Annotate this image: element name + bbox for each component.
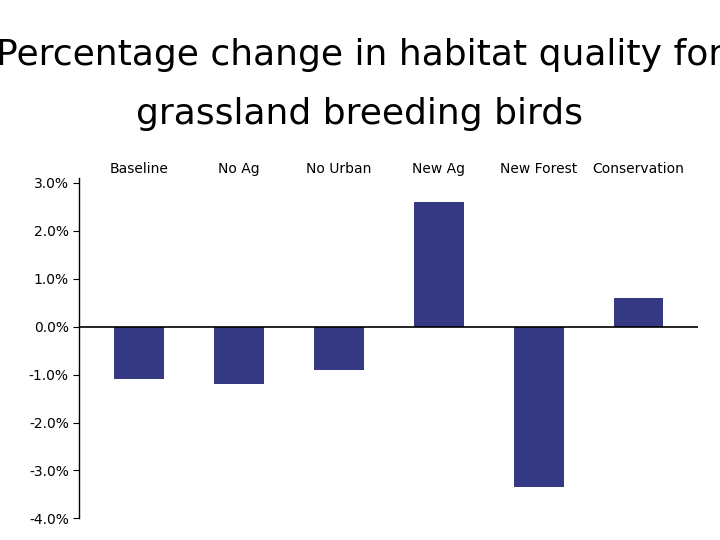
Text: Baseline: Baseline [109, 162, 168, 176]
Bar [314, 327, 364, 370]
Text: New Ag: New Ag [413, 162, 465, 176]
Bar [613, 298, 663, 327]
Text: New Forest: New Forest [500, 162, 577, 176]
Bar [414, 202, 464, 327]
Bar [114, 327, 164, 380]
Text: Conservation: Conservation [593, 162, 685, 176]
Text: No Ag: No Ag [218, 162, 260, 176]
Text: Percentage change in habitat quality for: Percentage change in habitat quality for [0, 38, 720, 72]
Bar [214, 327, 264, 384]
Text: No Urban: No Urban [306, 162, 372, 176]
Bar [513, 327, 564, 487]
Text: grassland breeding birds: grassland breeding birds [137, 97, 583, 131]
